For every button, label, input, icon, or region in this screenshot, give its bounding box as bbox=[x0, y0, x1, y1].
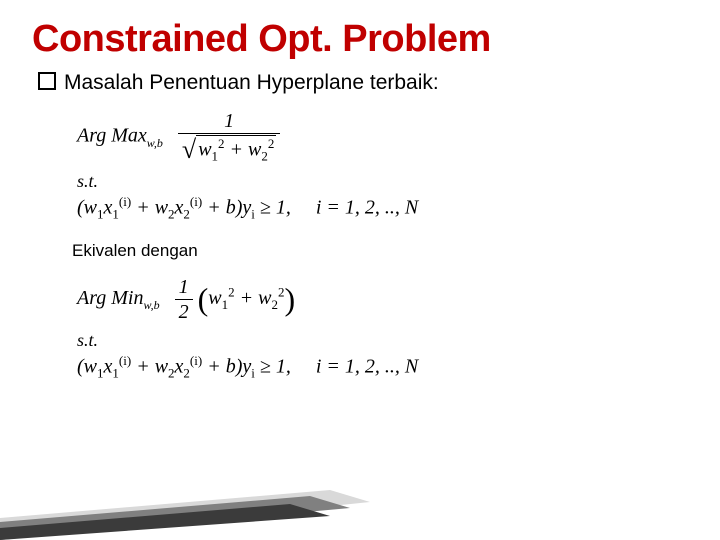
argmax-sub: w,b bbox=[147, 121, 163, 150]
subject-to-2: s.t. bbox=[77, 330, 688, 351]
frac-1-over-sqrt: 1 √w12 + w22 bbox=[178, 109, 280, 165]
bullet-box-icon bbox=[38, 72, 56, 90]
bullet-text: Masalah Penentuan Hyperplane terbaik: bbox=[64, 71, 439, 94]
slide-title: Constrained Opt. Problem bbox=[32, 18, 688, 61]
subject-to-1: s.t. bbox=[77, 171, 688, 192]
constraint-1: (w1x1(i) + w2x2(i) + b)yi ≥ 1, i = 1, 2,… bbox=[77, 194, 688, 223]
constraint-2: (w1x1(i) + w2x2(i) + b)yi ≥ 1, i = 1, 2,… bbox=[77, 353, 688, 382]
bullet-line: Masalah Penentuan Hyperplane terbaik: bbox=[38, 71, 688, 95]
decorative-wedge-icon bbox=[0, 470, 370, 540]
sqrt-icon: √ bbox=[182, 135, 196, 164]
argmin-expression: Arg Minw,b 1 2 (w12 + w22) bbox=[77, 275, 688, 324]
frac-half: 1 2 bbox=[175, 275, 193, 324]
ekivalen-label: Ekivalen dengan bbox=[72, 241, 688, 261]
argmin-label: Arg Min bbox=[77, 287, 143, 309]
argmax-label: Arg Max bbox=[77, 125, 147, 147]
argmin-sub: w,b bbox=[143, 284, 159, 313]
argmax-expression: Arg Maxw,b 1 √w12 + w22 bbox=[77, 109, 688, 165]
